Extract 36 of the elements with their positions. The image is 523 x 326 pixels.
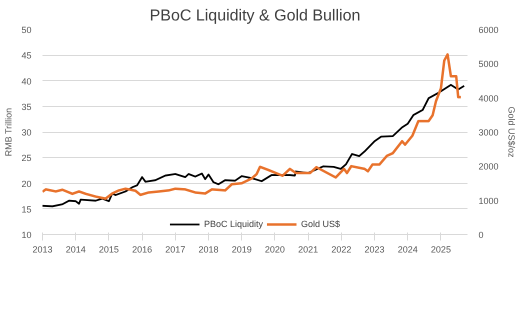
y-tick-label: 15: [21, 204, 32, 214]
x-tick-label: 2022: [331, 244, 352, 254]
x-tick-label: 2014: [66, 244, 86, 254]
y-tick-label: 20: [21, 178, 32, 189]
y2-tick-label: 4000: [478, 93, 499, 104]
y2-axis-title: Gold US$/oz: [506, 106, 517, 158]
y-tick-label: 45: [21, 50, 32, 61]
x-tick-label: 2019: [232, 244, 252, 254]
y2-tick-label: 3000: [478, 128, 499, 138]
x-tick-label: 2023: [364, 244, 385, 254]
x-tick-label: 2017: [165, 244, 186, 254]
y2-tick-label: 0: [478, 230, 484, 240]
x-tick-label: 2024: [398, 244, 418, 254]
x-tick-label: 2016: [132, 244, 152, 254]
x-tick-label: 2021: [298, 244, 318, 254]
chart-title: PBoC Liquidity & Gold Bullion: [150, 8, 360, 24]
y-tick-label: 25: [21, 153, 32, 164]
legend-label: Gold US$: [301, 219, 340, 229]
legend-label: PBoC Liquidity: [204, 219, 264, 229]
y-tick-label: 30: [21, 128, 32, 138]
y-axis-title: RMB Trillion: [3, 108, 14, 156]
x-tick-label: 2020: [264, 244, 285, 254]
y2-tick-label: 5000: [478, 59, 499, 70]
y2-tick-label: 1000: [478, 196, 499, 206]
x-tick-label: 2013: [32, 244, 53, 254]
line-series: [42, 53, 462, 200]
y-tick-label: 10: [21, 230, 32, 240]
x-tick-label: 2018: [198, 244, 219, 254]
line-series: [42, 84, 466, 208]
y-tick-label: 35: [21, 102, 32, 112]
y-tick-label: 40: [21, 76, 32, 86]
y2-tick-label: 6000: [478, 25, 499, 35]
y2-tick-label: 2000: [478, 162, 499, 172]
x-tick-label: 2015: [98, 244, 119, 254]
x-tick-label: 2025: [430, 244, 451, 254]
y-tick-label: 50: [21, 25, 32, 35]
